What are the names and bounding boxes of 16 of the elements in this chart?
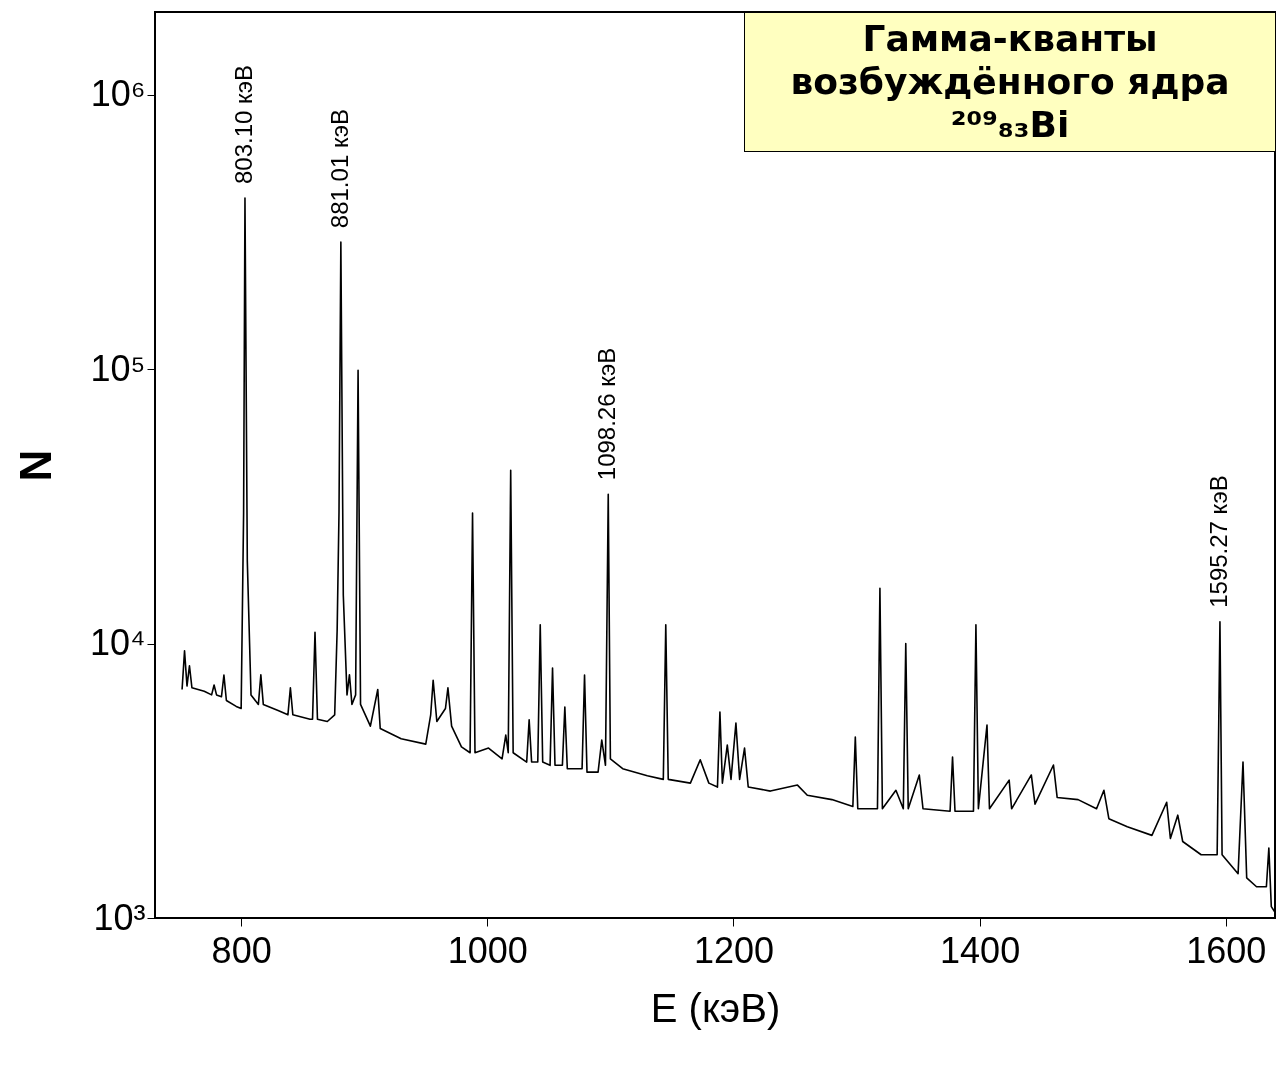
annotation: 881.01 кэВ bbox=[325, 109, 353, 229]
annotation: 1098.26 кэВ bbox=[593, 347, 621, 481]
text: Гамма-кванты возбуждённого ядра ²⁰⁹₈₃Bi bbox=[744, 12, 1276, 152]
y-axis-title: N bbox=[10, 449, 60, 482]
x-tick-label: 1200 bbox=[693, 929, 775, 971]
y-tick-label: 10⁶ bbox=[90, 73, 146, 115]
annotation: 803.10 кэВ bbox=[229, 64, 257, 185]
y-tick-label: 10³ bbox=[93, 896, 146, 938]
x-axis-title: E (кэВ) bbox=[650, 985, 781, 1030]
y-tick-label: 10⁵ bbox=[90, 347, 146, 389]
annotation: 1595.27 кэВ bbox=[1204, 475, 1232, 608]
x-tick-label: 800 bbox=[211, 929, 272, 971]
y-tick-label: 10⁴ bbox=[89, 622, 146, 664]
x-tick-label: 1400 bbox=[940, 929, 1021, 971]
x-tick-label: 1000 bbox=[447, 929, 528, 971]
x-tick-label: 1600 bbox=[1186, 929, 1267, 971]
